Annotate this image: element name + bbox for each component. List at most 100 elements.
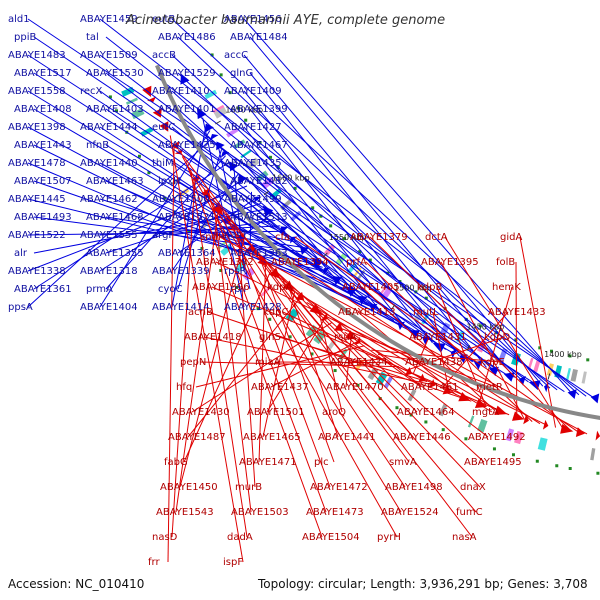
plus-gene-label: ABAYE1435 <box>224 158 282 169</box>
minus-gene-label: ABAYE1501 <box>247 407 305 418</box>
minus-gene-label: ABAYE1472 <box>310 482 368 493</box>
plus-gene-label: ABAYE1507 <box>14 176 72 187</box>
minus-gene-label: pyrH <box>377 532 401 543</box>
plus-gene-label: ABAYE1522 <box>8 230 66 241</box>
gc-content-track-mark <box>163 196 167 200</box>
leader-line <box>217 143 251 290</box>
plus-cog-track-block <box>233 139 246 150</box>
gc-content-track-mark <box>568 467 572 471</box>
leader-line <box>288 286 339 438</box>
leader-line <box>181 156 398 538</box>
leader-line <box>227 221 406 488</box>
plus-strand-track-feature <box>590 393 600 404</box>
leader-line <box>171 90 467 360</box>
plus-gene-label: recX <box>80 86 103 97</box>
minus-gene-label: ABAYE1492 <box>468 432 526 443</box>
gc-skew-track-mark <box>329 224 333 228</box>
minus-gene-label: nasA <box>452 532 477 543</box>
minus-gene-label: ABAYE1446 <box>393 432 451 443</box>
leader-line <box>167 142 175 563</box>
minus-gene-label: plc <box>314 457 329 468</box>
plus-gene-label: ABAYE1509 <box>80 50 138 61</box>
leader-line <box>243 214 271 236</box>
plus-gene-label: ABAYE1363 <box>230 248 288 259</box>
leader-line <box>248 246 485 463</box>
leader-line <box>515 261 518 418</box>
minus-gene-label: kdpD <box>484 332 510 343</box>
minus-gene-label: ABAYE1438 <box>405 357 463 368</box>
minus-cog-track-block <box>199 219 212 230</box>
gc-content-track-mark <box>268 317 272 321</box>
leader-line <box>243 90 460 357</box>
leader-line <box>276 275 489 438</box>
gc-skew-track-mark <box>258 140 262 144</box>
gc-content-track-mark <box>219 268 223 272</box>
minus-gene-label: ABAYE1471 <box>239 457 297 468</box>
minus-gene-label: aroQ <box>322 407 346 418</box>
leader-line <box>249 108 433 344</box>
leader-line <box>207 311 472 402</box>
plus-gene-label: ABAYE1459 <box>80 14 138 25</box>
minus-gene-label: ABAYE1394 <box>271 257 329 268</box>
gc-content-track-mark <box>511 453 515 457</box>
plus-gene-label: ppiB <box>14 32 36 43</box>
plus-gene-label: lpxH <box>158 176 181 187</box>
leader-line <box>282 311 465 399</box>
minus-strand-track-feature <box>511 411 525 421</box>
leader-line <box>436 286 487 408</box>
tick-label: 1450 kbp <box>466 323 504 332</box>
plus-cog-track-block <box>566 367 571 381</box>
gc-content-track-mark <box>424 420 428 424</box>
plus-strand-track-feature <box>323 267 331 275</box>
gc-skew-track-mark <box>538 346 542 350</box>
plus-gene-label: ABAYE1399 <box>230 104 288 115</box>
size-ticks: 1400 kbp 1450 kbp 1500 kbp 1550 kbp 1600 kbp… <box>215 106 582 380</box>
plus-gene-label: ABAYE1440 <box>80 158 138 169</box>
gc-skew-track-mark <box>549 349 553 353</box>
gc-skew-track-mark <box>424 296 428 300</box>
tick-mark <box>263 190 270 196</box>
tick-label: 1500 kbp <box>394 283 432 292</box>
gc-skew-track-mark <box>343 237 347 241</box>
minus-strand-track-feature <box>282 280 295 293</box>
plus-gene-label: eutB <box>152 14 175 25</box>
minus-cog-track-block <box>125 97 138 105</box>
plus-cog-track-block <box>335 253 347 266</box>
plus-gene-label: accB <box>152 50 176 61</box>
plus-cog-track-block <box>533 359 541 373</box>
plus-gene-label: accC <box>224 50 248 61</box>
minus-gene-label: fabG <box>164 457 188 468</box>
leader-line <box>266 317 326 413</box>
leader-line <box>99 18 587 397</box>
gc-content-track-mark <box>596 471 600 475</box>
gc-content-track-mark <box>288 335 292 339</box>
minus-cog-track-block <box>121 86 135 97</box>
minus-gene-label: ABAYE1395 <box>421 257 479 268</box>
gc-content-track-mark <box>235 285 239 289</box>
leader-line <box>177 149 473 538</box>
plus-gene-label: ABAYE1444 <box>80 122 138 133</box>
gc-content-track-mark <box>115 109 119 113</box>
minus-gene-label: mutL <box>413 307 439 318</box>
plus-gene-label: alr <box>14 248 28 259</box>
gc-skew-track-mark <box>293 186 297 190</box>
plus-gene-label: ABAYE1428 <box>224 302 282 313</box>
minus-gene-label: mgtA <box>472 407 499 418</box>
minus-gene-label: ABAYE1437 <box>251 382 309 393</box>
minus-gene-label: ABAYE1418 <box>184 332 242 343</box>
minus-gene-label: kdpE <box>480 357 505 368</box>
minus-gene-label: glnS <box>259 332 281 343</box>
leader-line <box>190 169 248 538</box>
plus-cog-track-block <box>498 348 508 362</box>
gc-content-track-mark <box>441 428 445 432</box>
gc-skew-track-mark <box>514 338 518 342</box>
plus-gene-label: ABAYE1484 <box>230 32 288 43</box>
plus-gene-label: ABAYE1478 <box>8 158 66 169</box>
minus-gene-label: hfq <box>176 382 192 393</box>
leader-line <box>171 219 276 236</box>
plus-gene-label: tal <box>86 32 99 43</box>
plus-gene-label: ABAYE1499 <box>224 194 282 205</box>
leader-line <box>361 286 495 410</box>
plus-gene-label: ABAYE1468 <box>86 212 144 223</box>
